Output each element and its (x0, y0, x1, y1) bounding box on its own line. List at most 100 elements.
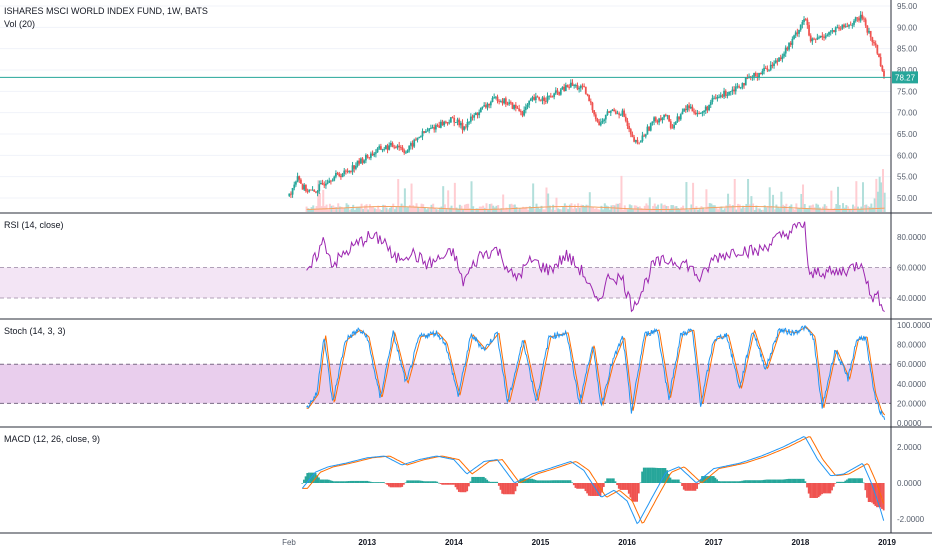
candle-body (594, 114, 597, 120)
candle-body (626, 120, 629, 126)
candle-body (384, 145, 387, 149)
volume-bar (740, 208, 743, 212)
candle-body (536, 96, 539, 98)
volume-bar (812, 204, 815, 212)
candle-body (501, 101, 504, 104)
candle-body (724, 90, 727, 96)
candle-body (451, 117, 454, 119)
volume-bar (417, 207, 420, 212)
candle-body (463, 126, 466, 130)
macd-histogram-bar (376, 482, 379, 483)
candle-body (793, 35, 795, 39)
volume-bar (577, 203, 580, 212)
macd-histogram-bar (722, 481, 725, 483)
volume-bar (585, 204, 588, 212)
candle-body (856, 17, 859, 19)
macd-pane[interactable]: 2.0000 0.0000 -2.0000 (301, 436, 925, 525)
macd-histogram-bar (391, 483, 394, 488)
candle-body (316, 191, 319, 193)
candle-body (346, 170, 349, 172)
candle-body (573, 85, 576, 87)
macd-histogram-bar (326, 479, 329, 483)
volume-legend: Vol (20) (4, 19, 35, 29)
macd-histogram-bar (512, 483, 515, 495)
rsi-pane[interactable]: 80.0000 60.0000 40.0000 (0, 221, 926, 313)
macd-histogram-bar (308, 472, 310, 483)
candle-body (658, 118, 660, 123)
candle-body (466, 121, 469, 128)
stoch-k-line (306, 325, 886, 420)
time-axis-tick: 2018 (791, 538, 809, 547)
macd-histogram-bar (379, 482, 382, 483)
macd-histogram-bar (409, 480, 412, 483)
candle-body (419, 136, 422, 138)
candle-body (584, 86, 587, 94)
candle-body (863, 18, 865, 20)
volume-bar (573, 204, 576, 212)
candle-body (661, 117, 664, 121)
macd-histogram-bar (467, 483, 470, 487)
macd-histogram-bar (867, 483, 870, 503)
macd-histogram-bar (841, 481, 843, 483)
macd-histogram-bar (549, 480, 552, 483)
macd-histogram-bar (687, 483, 690, 491)
candle-body (703, 110, 705, 113)
candle-body (593, 110, 596, 115)
candle-body (826, 34, 829, 36)
candle-body (736, 86, 739, 88)
candle-body (601, 120, 604, 123)
candle-body (538, 97, 541, 100)
macd-histogram-bar (701, 476, 703, 483)
stoch-pane[interactable]: 100.0000 80.0000 60.0000 40.0000 20.0000 0.00… (0, 321, 931, 428)
volume-bar (543, 209, 546, 212)
time-axis-tick: 2014 (445, 538, 463, 547)
candle-body (854, 17, 857, 21)
candle-body (768, 69, 770, 71)
macd-histogram-bar (792, 478, 795, 483)
macd-histogram-bar (381, 482, 384, 483)
candle-body (389, 143, 392, 146)
volume-bar (865, 204, 868, 212)
macd-histogram-bar (637, 483, 640, 494)
macd-histogram-bar (672, 479, 675, 483)
macd-histogram-bar (726, 481, 728, 483)
volume-bar (328, 203, 331, 212)
macd-histogram-bar (426, 481, 429, 483)
macd-histogram-bar (771, 479, 773, 483)
macd-histogram-bar (386, 483, 389, 485)
candle-body (839, 28, 842, 30)
macd-axis-tick: 2.0000 (897, 443, 922, 452)
macd-histogram-bar (537, 480, 540, 483)
volume-bar (713, 205, 716, 212)
volume-bar (440, 206, 443, 212)
candle-body (438, 125, 441, 128)
volume-bar (527, 209, 530, 212)
volume-bar (738, 204, 741, 212)
volume-bars (305, 169, 886, 212)
macd-histogram-bar (556, 480, 559, 483)
volume-bar (410, 183, 413, 212)
volume-bar (677, 207, 680, 212)
macd-histogram-bar (576, 483, 579, 489)
macd-histogram-bar (531, 478, 534, 483)
macd-histogram-bar (634, 483, 637, 502)
macd-histogram-bar (732, 481, 735, 483)
macd-histogram-bar (804, 481, 807, 483)
macd-histogram-bar (667, 473, 670, 483)
volume-bar (538, 208, 541, 212)
candle-body (358, 160, 361, 164)
candle-body (361, 158, 364, 163)
candle-body (628, 125, 631, 130)
candle-body (694, 112, 697, 115)
time-axis[interactable]: Feb 2013 2014 2015 2016 2017 2018 2019 (282, 538, 896, 547)
price-pane[interactable]: 95.00 90.00 85.00 80.00 75.00 70.00 65.00 60.00… (0, 2, 918, 212)
volume-bar (327, 209, 330, 212)
volume-bar (343, 208, 346, 212)
candle-body (598, 121, 601, 126)
candle-body (554, 90, 557, 94)
volume-bar (798, 208, 801, 212)
candle-body (874, 43, 877, 45)
candle-body (681, 111, 684, 115)
candle-body (636, 139, 639, 143)
